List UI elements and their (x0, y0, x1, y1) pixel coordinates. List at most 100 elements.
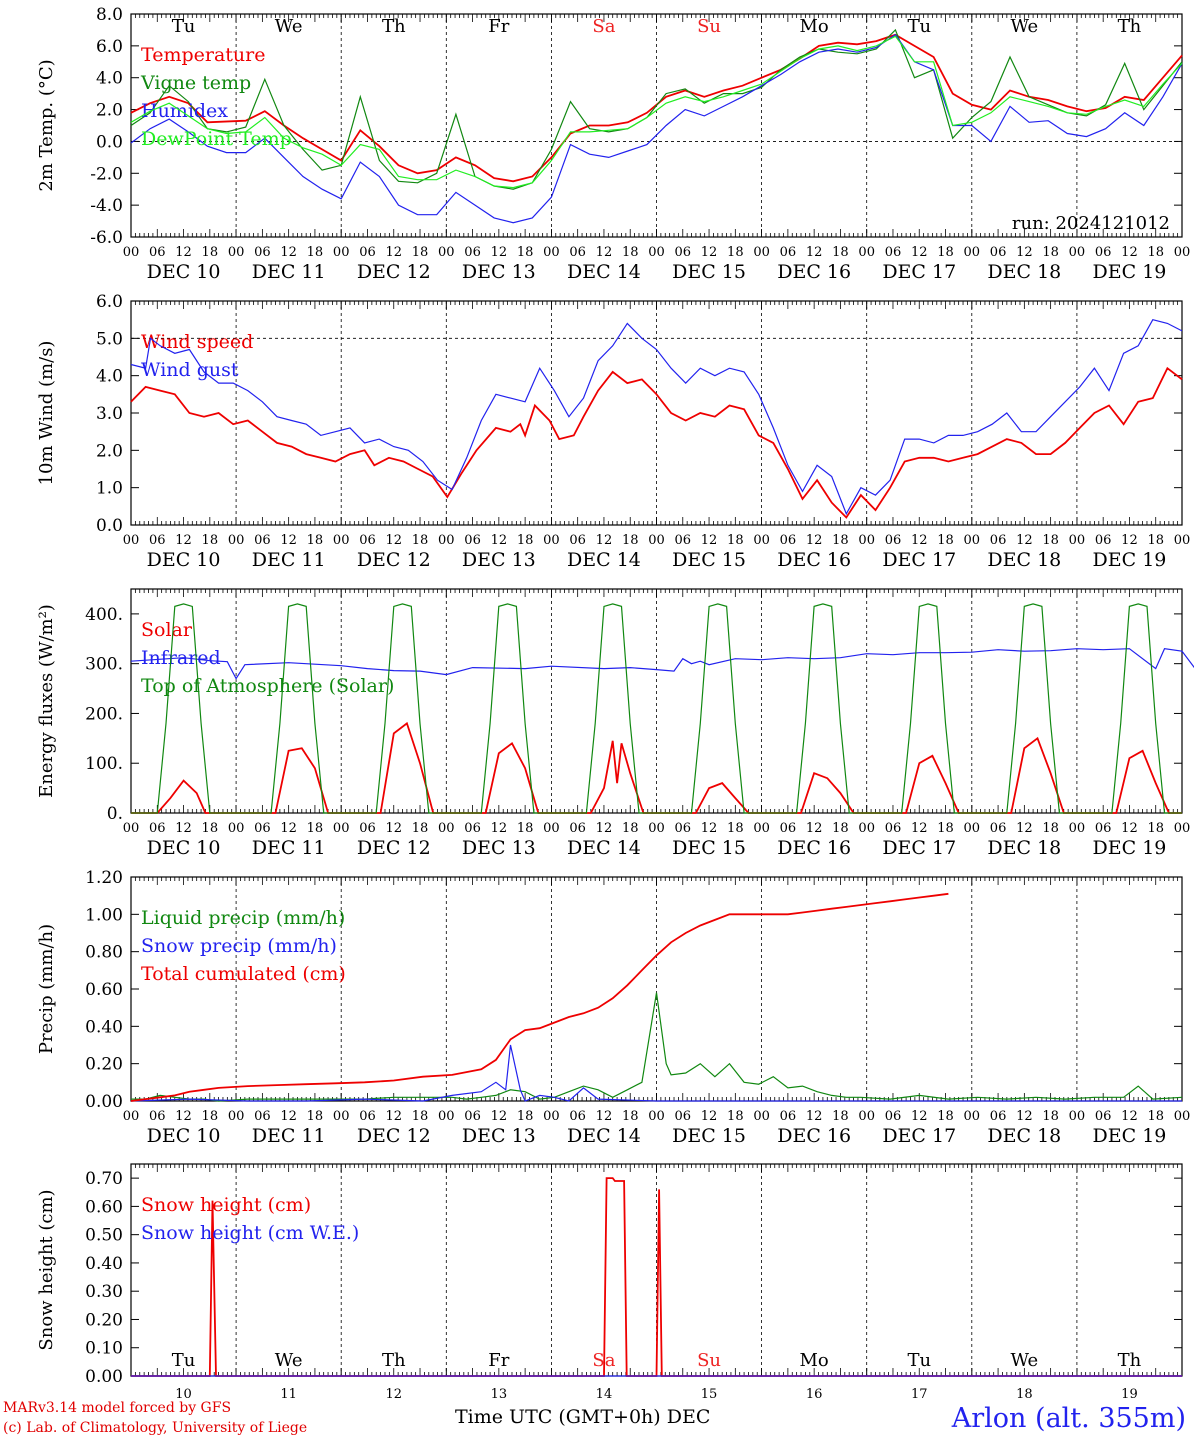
hour-label: 06 (1095, 245, 1112, 260)
weekday-label: We (1011, 1350, 1039, 1371)
legend-entry: Liquid precip (mm/h) (141, 907, 345, 929)
day-label: DEC 15 (672, 837, 746, 859)
series-line-top-of-atmosphere-solar- (131, 603, 1182, 814)
hour-label: 00 (438, 821, 455, 836)
hour-label: 18 (937, 1109, 954, 1124)
hour-label: 06 (990, 821, 1007, 836)
hour-label: 12 (806, 821, 823, 836)
y-tick-label: 1.00 (85, 905, 123, 925)
hour-label: 00 (543, 1109, 560, 1124)
hour-label: 12 (596, 1109, 613, 1124)
legend-entry: Solar (141, 619, 193, 641)
hour-label: 06 (569, 1109, 586, 1124)
hour-label: 00 (648, 245, 665, 260)
hour-label: 06 (569, 245, 586, 260)
day-label: DEC 14 (567, 549, 641, 571)
hour-label: 18 (622, 821, 639, 836)
weekday-label: Su (697, 1350, 721, 1371)
hour-label: 06 (149, 245, 166, 260)
chart-panel-2: 0.0 1.0 2.0 3.0 4.0 5.0 6.0 10m Wind (m/s) Wind … (36, 292, 1190, 571)
hour-label: 18 (832, 821, 849, 836)
series-line-temperature (130, 33, 1183, 183)
weekday-label: Fr (488, 1350, 509, 1371)
hour-label: 12 (806, 1109, 823, 1124)
legend-entry: Wind speed (141, 331, 253, 353)
station-name: Arlon (alt. 355m) (951, 1403, 1186, 1434)
series-line-humidex (130, 33, 1183, 224)
y-tick-label: 5.0 (96, 329, 123, 349)
day-label: DEC 15 (672, 261, 746, 283)
hour-label: 06 (254, 821, 271, 836)
hour-label: 00 (1069, 245, 1086, 260)
hour-label: 06 (990, 245, 1007, 260)
hour-label: 00 (1069, 821, 1086, 836)
hour-label: 18 (202, 821, 219, 836)
date-number-label: 11 (280, 1387, 297, 1402)
hour-label: 18 (727, 245, 744, 260)
hour-label: 18 (517, 1109, 534, 1124)
run-label: run: 2024121012 (1012, 213, 1170, 234)
hour-label: 12 (175, 533, 192, 548)
hour-label: 00 (123, 245, 140, 260)
hour-label: 06 (149, 533, 166, 548)
hour-label: 12 (175, 1109, 192, 1124)
hour-label: 12 (1016, 533, 1033, 548)
day-label: DEC 14 (567, 261, 641, 283)
series-line-snow-precip-mm-h- (130, 1044, 1182, 1102)
hour-label: 06 (1095, 821, 1112, 836)
weekday-label: Tu (172, 1350, 196, 1371)
y-tick-label: 2.0 (96, 441, 123, 461)
day-label: DEC 18 (987, 1125, 1061, 1147)
y-axis-label: Precip (mm/h) (36, 924, 57, 1054)
series-line-snow-height-cm- (131, 1177, 1182, 1377)
model-credit: MARv3.14 model forced by GFS (3, 1400, 232, 1416)
weekday-label: Su (697, 16, 721, 37)
hour-label: 12 (280, 821, 297, 836)
weekday-label: Tu (907, 1350, 931, 1371)
day-label: DEC 10 (147, 837, 221, 859)
date-number-label: 12 (385, 1387, 402, 1402)
date-number-label: 10 (175, 1387, 192, 1402)
day-label: DEC 17 (882, 1125, 956, 1147)
day-label: DEC 16 (777, 1125, 851, 1147)
y-tick-label: -6.0 (90, 228, 123, 248)
weekday-label: Sa (592, 16, 615, 37)
hour-label: 06 (675, 1109, 692, 1124)
day-label: DEC 12 (357, 261, 431, 283)
hour-label: 12 (1121, 821, 1138, 836)
chart-panel-5: 0.00 0.10 0.20 0.30 0.40 0.50 0.60 0.70 Snow hei… (36, 1163, 1183, 1402)
day-label: DEC 19 (1093, 261, 1167, 283)
hour-label: 12 (596, 245, 613, 260)
hour-label: 00 (753, 245, 770, 260)
hour-label: 00 (1069, 1109, 1086, 1124)
hour-label: 18 (937, 533, 954, 548)
weekday-label: Fr (488, 16, 509, 37)
chart-panel-1: -6.0 -4.0 -2.0 0.0 2.0 4.0 6.0 8.0 2m Temp. (°C)… (36, 5, 1190, 283)
y-tick-label: 0.60 (85, 1197, 123, 1217)
day-label: DEC 10 (147, 549, 221, 571)
hour-label: 12 (175, 821, 192, 836)
hour-label: 00 (438, 533, 455, 548)
hour-label: 12 (1121, 1109, 1138, 1124)
y-tick-label: 0. (107, 804, 123, 824)
hour-label: 18 (1042, 533, 1059, 548)
hour-label: 12 (280, 245, 297, 260)
day-label: DEC 14 (567, 837, 641, 859)
hour-label: 00 (964, 533, 981, 548)
hour-label: 12 (701, 821, 718, 836)
y-tick-label: 0.40 (85, 1254, 123, 1274)
hour-label: 00 (228, 1109, 245, 1124)
hour-label: 12 (806, 245, 823, 260)
hour-label: 00 (964, 821, 981, 836)
hour-label: 18 (727, 1109, 744, 1124)
hour-label: 18 (307, 533, 324, 548)
hour-label: 12 (491, 245, 508, 260)
y-axis-label: 2m Temp. (°C) (36, 59, 57, 191)
hour-label: 00 (753, 533, 770, 548)
legend-entry: Snow height (cm W.E.) (141, 1222, 359, 1244)
day-label: DEC 11 (252, 261, 326, 283)
weekday-label: Th (1118, 1350, 1142, 1371)
y-tick-label: 400. (85, 605, 123, 625)
day-label: DEC 19 (1093, 837, 1167, 859)
